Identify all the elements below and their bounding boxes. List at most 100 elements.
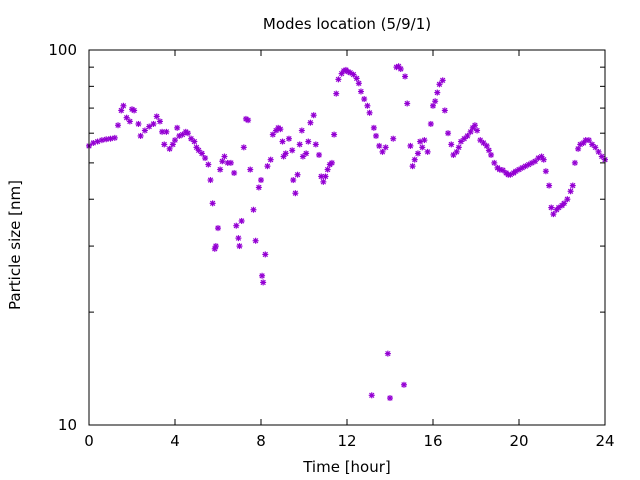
data-point <box>450 151 457 158</box>
y-axis-label: Particle size [nm] <box>6 180 24 310</box>
data-point <box>592 144 599 151</box>
data-point <box>172 137 178 144</box>
data-point <box>439 77 446 84</box>
y-tick-label: 100 <box>48 41 77 59</box>
data-point <box>598 153 605 160</box>
data-point <box>384 350 391 357</box>
data-point <box>366 109 373 116</box>
data-point <box>357 88 364 95</box>
data-point <box>292 190 299 197</box>
data-point <box>303 150 310 157</box>
data-point <box>250 206 257 213</box>
data-point <box>198 150 205 157</box>
data-point <box>107 135 114 142</box>
data-point <box>421 137 428 144</box>
data-point <box>331 131 338 138</box>
data-point <box>364 102 371 109</box>
data-point <box>427 120 434 127</box>
data-point <box>188 135 195 142</box>
data-point <box>555 204 562 211</box>
data-point <box>397 65 404 72</box>
data-point <box>146 123 153 130</box>
x-tick-label: 12 <box>337 432 356 450</box>
data-point <box>407 142 414 149</box>
data-point <box>567 188 574 195</box>
data-point <box>103 136 110 143</box>
data-point <box>191 138 198 145</box>
data-point <box>441 107 448 114</box>
data-point <box>312 141 319 148</box>
data-point <box>205 161 212 168</box>
data-point <box>432 98 439 105</box>
data-point <box>333 90 340 97</box>
data-point <box>150 120 157 127</box>
data-point <box>474 127 481 134</box>
data-point <box>260 279 267 286</box>
x-axis-label: Time [hour] <box>302 458 391 476</box>
chart-title: Modes location (5/9/1) <box>263 15 431 33</box>
data-point <box>485 147 492 154</box>
data-point <box>434 89 441 96</box>
data-point <box>231 169 238 176</box>
data-point <box>156 118 163 125</box>
data-point <box>448 141 455 148</box>
data-point <box>320 178 327 185</box>
data-point <box>424 148 431 155</box>
data-point <box>282 150 289 157</box>
data-point <box>477 137 484 144</box>
data-point <box>491 159 498 166</box>
x-tick-label: 24 <box>595 432 614 450</box>
data-point <box>310 112 317 119</box>
data-point <box>471 122 478 129</box>
data-point <box>202 155 209 162</box>
data-point <box>546 182 553 189</box>
x-tick-label: 4 <box>170 432 180 450</box>
data-point <box>414 150 421 157</box>
data-point <box>238 217 245 224</box>
data-point <box>483 142 490 149</box>
data-point <box>289 147 296 154</box>
data-point <box>141 127 148 134</box>
data-point <box>542 168 549 175</box>
data-point <box>174 124 181 131</box>
data-point <box>207 177 214 184</box>
data-point <box>400 381 407 388</box>
data-point <box>370 124 377 131</box>
data-point <box>488 151 495 158</box>
data-points <box>86 63 608 402</box>
data-point <box>480 139 487 146</box>
data-point <box>368 392 375 399</box>
data-point <box>585 137 592 144</box>
data-point <box>296 141 303 148</box>
data-point <box>131 107 138 114</box>
data-point <box>227 159 234 166</box>
data-point <box>453 148 460 155</box>
data-point <box>417 138 424 145</box>
data-point <box>166 145 173 152</box>
data-point <box>548 204 555 211</box>
data-point <box>335 76 342 83</box>
data-point <box>236 243 243 250</box>
data-point <box>161 141 168 148</box>
data-point <box>285 135 292 142</box>
data-point <box>137 132 144 139</box>
data-point <box>569 182 576 189</box>
data-point <box>390 135 397 142</box>
data-point <box>269 131 276 138</box>
x-tick-label: 8 <box>256 432 266 450</box>
data-point <box>212 243 219 250</box>
data-point <box>445 130 452 137</box>
data-point <box>328 159 335 166</box>
data-point <box>379 148 386 155</box>
data-point <box>163 128 170 135</box>
data-point <box>221 153 228 160</box>
data-point <box>217 166 224 173</box>
data-point <box>135 120 142 127</box>
data-point <box>538 153 545 160</box>
data-point <box>457 138 464 145</box>
data-point <box>118 107 125 114</box>
y-axis: 10 100 <box>48 41 605 434</box>
data-point <box>376 142 383 149</box>
data-point <box>324 166 331 173</box>
